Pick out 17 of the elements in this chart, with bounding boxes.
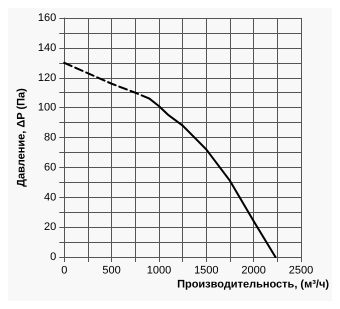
x-tick-label: 2500 — [288, 264, 314, 276]
x-axis-title: Производительность, (м³/ч) — [177, 278, 330, 290]
y-tick-label: 100 — [38, 102, 56, 114]
y-tick-label: 40 — [44, 191, 56, 204]
x-tick-label: 1000 — [146, 264, 172, 276]
x-tick-label: 1500 — [194, 264, 219, 276]
x-tick-label: 2000 — [241, 264, 266, 276]
y-axis-title: Давление, ΔP (Па) — [16, 88, 28, 187]
y-tick-label: 160 — [38, 12, 56, 24]
y-tick-label: 140 — [38, 42, 56, 54]
y-tick-label: 120 — [38, 72, 56, 84]
x-tick-label: 0 — [61, 264, 68, 276]
y-tick-label: 60 — [44, 161, 56, 174]
x-tick-label: 500 — [102, 264, 121, 276]
y-tick-label: 80 — [44, 132, 56, 144]
y-tick-label: 0 — [50, 251, 56, 263]
y-tick-label: 20 — [44, 221, 56, 234]
